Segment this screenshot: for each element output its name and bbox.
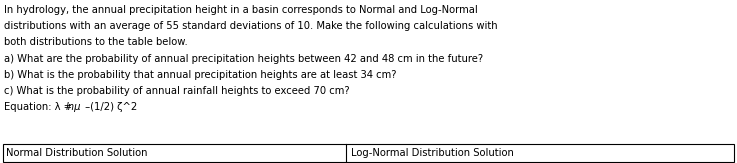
Text: In hydrology, the annual precipitation height in a basin corresponds to Normal a: In hydrology, the annual precipitation h… (4, 5, 478, 15)
Text: Log-Normal Distribution Solution: Log-Normal Distribution Solution (352, 148, 514, 157)
Text: distributions with an average of 55 standard deviations of 10. Make the followin: distributions with an average of 55 stan… (4, 21, 497, 31)
Text: –(1/2) ζ^2: –(1/2) ζ^2 (82, 102, 137, 112)
Text: lnμ: lnμ (66, 102, 82, 112)
Text: both distributions to the table below.: both distributions to the table below. (4, 37, 188, 47)
Text: b) What is the probability that annual precipitation heights are at least 34 cm?: b) What is the probability that annual p… (4, 70, 397, 80)
Text: Normal Distribution Solution: Normal Distribution Solution (6, 148, 147, 157)
Text: c) What is the probability of annual rainfall heights to exceed 70 cm?: c) What is the probability of annual rai… (4, 86, 349, 96)
Text: Equation: λ =: Equation: λ = (4, 102, 75, 112)
Text: a) What are the probability of annual precipitation heights between 42 and 48 cm: a) What are the probability of annual pr… (4, 54, 483, 64)
Bar (3, 143, 734, 162)
